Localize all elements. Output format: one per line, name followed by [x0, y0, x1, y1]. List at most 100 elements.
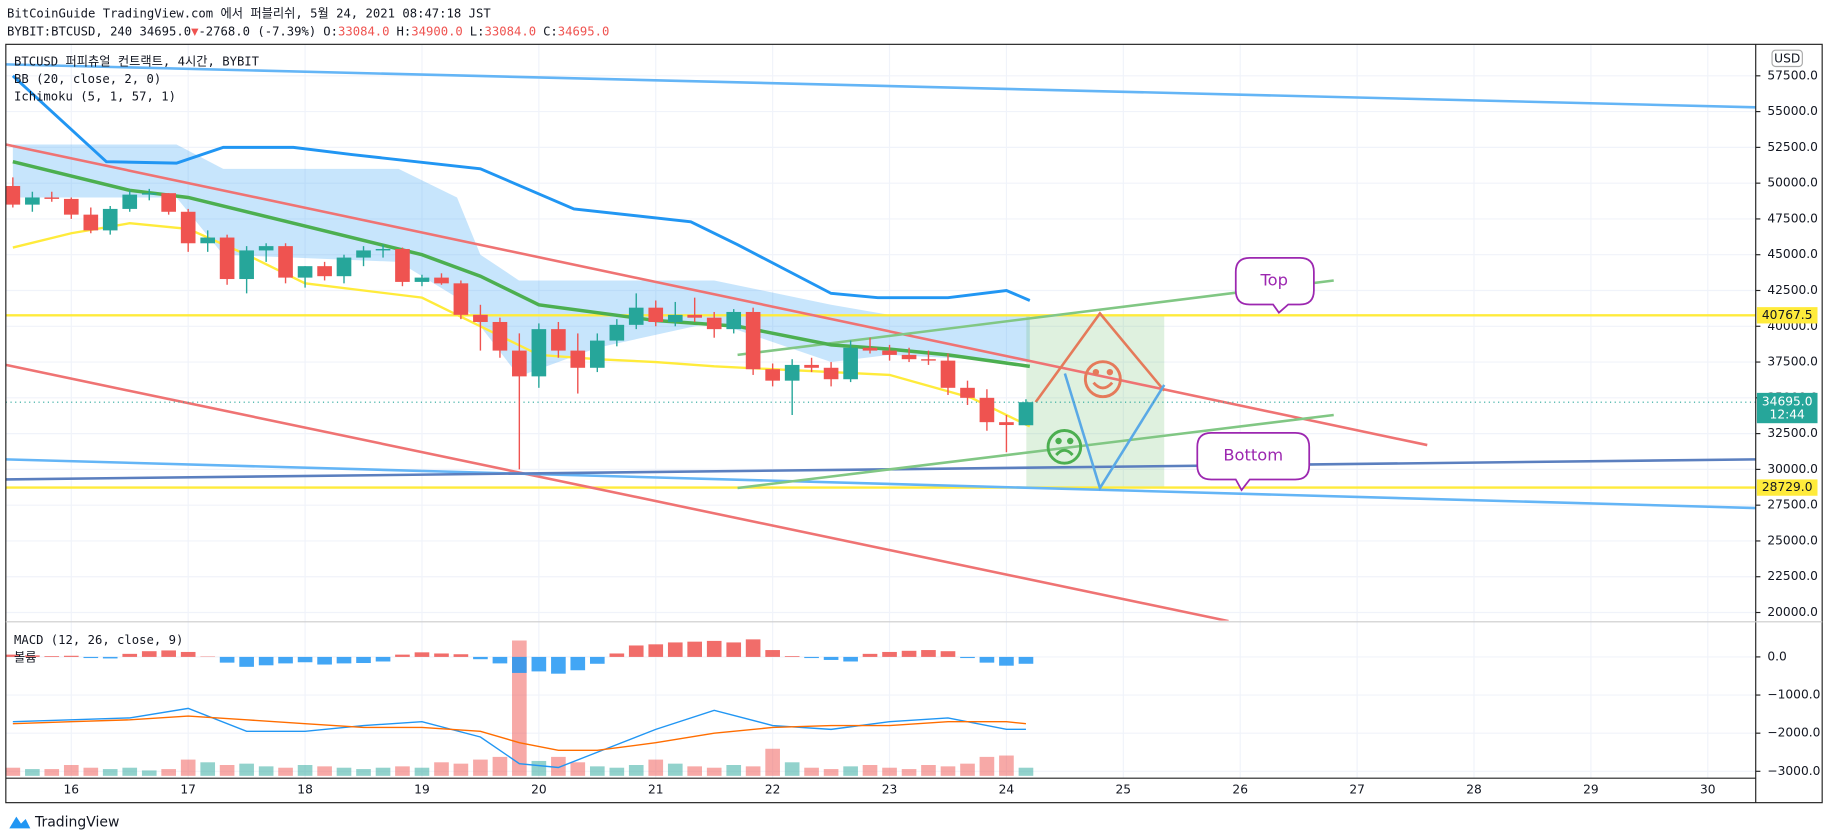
brand[interactable]: TradingView [34, 814, 119, 830]
callout-box [1196, 431, 1311, 492]
y-tick-label: 47500.0 [1767, 211, 1818, 225]
macd-histogram-bar [706, 640, 722, 657]
macd-histogram-bar [745, 639, 761, 657]
candle-body [882, 350, 897, 355]
y-tick-label: 20000.0 [1767, 605, 1818, 619]
candle-body [551, 329, 566, 351]
volume-bar [726, 765, 742, 776]
volume-bar [122, 767, 138, 776]
target-zone [1026, 314, 1165, 488]
x-tick-label: 20 [531, 782, 547, 796]
candle-body [122, 194, 138, 209]
macd-histogram-bar [901, 650, 917, 657]
volume-bar [609, 767, 625, 776]
happy-face [1083, 360, 1122, 399]
volume-bar [960, 763, 975, 776]
macd-histogram-bar [278, 656, 293, 664]
currency-box[interactable] [1771, 49, 1803, 68]
macd-histogram-bar [336, 656, 352, 664]
y-tick-label: 37500.0 [1767, 355, 1818, 369]
volume-bar [63, 765, 79, 776]
macd-histogram-bar [375, 656, 391, 662]
candle-body [161, 193, 176, 212]
volume-bar [434, 762, 449, 776]
candle-body [512, 350, 527, 377]
candle-body [745, 311, 761, 370]
change: -2768.0 (-7.39%) [198, 24, 316, 38]
macd-histogram-bar [609, 653, 625, 657]
o-label: O: [323, 24, 338, 38]
candle-body [44, 197, 60, 199]
candle-body [570, 350, 586, 368]
candle-body [434, 277, 449, 284]
volume-bar [317, 766, 332, 776]
candle-body [180, 211, 196, 244]
macd-histogram-bar [531, 656, 547, 672]
macd-histogram-bar [122, 653, 138, 657]
y-tick-label: 22500.0 [1767, 569, 1818, 583]
signal-line [12, 715, 1027, 752]
y-tick-label: 42500.0 [1767, 283, 1818, 297]
indicator-line [11, 74, 1031, 302]
macd-histogram-bar [667, 642, 683, 657]
volume-bar [921, 765, 936, 776]
y-tick-label: 25000.0 [1767, 533, 1818, 547]
candle-body [804, 364, 819, 368]
macd-histogram-bar [102, 656, 118, 659]
x-tick-label: 17 [180, 782, 196, 796]
volume-bar [687, 766, 703, 776]
currency[interactable]: USD [1774, 51, 1800, 65]
level-label-box [1756, 307, 1818, 324]
macd-histogram-bar [862, 653, 878, 657]
volume-bar [843, 766, 858, 776]
x-tick-label: 18 [297, 782, 313, 796]
volume-bar [648, 759, 664, 776]
volume-bar [395, 766, 410, 776]
macd-histogram-bar [180, 651, 196, 657]
candle-body [862, 347, 878, 351]
volume-bar [667, 763, 683, 776]
x-tick-label: 29 [1583, 782, 1599, 796]
macd-histogram-bar [999, 656, 1014, 666]
candle-body [375, 248, 391, 251]
l-label: L: [470, 24, 485, 38]
candle-body [453, 283, 469, 315]
candle-body [414, 277, 430, 282]
candle-body [921, 359, 936, 361]
volume-bar [765, 748, 780, 776]
candle-body [239, 250, 254, 280]
volume-bar [200, 762, 216, 776]
macd-histogram-bar [921, 650, 936, 657]
volume-bar [239, 763, 254, 776]
candle-body [336, 257, 352, 277]
candle-body [940, 360, 956, 388]
level-label: 40767.5 [1762, 308, 1813, 322]
macd-histogram-bar [473, 656, 488, 660]
volume-bar [375, 767, 391, 776]
macd-histogram-bar [960, 656, 975, 659]
h-label: H: [397, 24, 412, 38]
candle-body [63, 198, 79, 215]
low: 33084.0 [485, 24, 537, 38]
candle-body [687, 314, 703, 318]
volume-bar [862, 765, 878, 776]
macd-histogram-bar [239, 656, 254, 667]
x-tick-label: 24 [999, 782, 1015, 796]
macd-histogram-bar [784, 656, 800, 657]
macd-histogram-bar [765, 650, 780, 657]
candle-body [843, 347, 858, 380]
candle-body [317, 266, 332, 277]
close: 34695.0 [558, 24, 610, 38]
volume-bar [25, 769, 40, 776]
x-tick-label: 26 [1232, 782, 1248, 796]
macd-histogram-bar [628, 645, 644, 657]
volume-bar [551, 756, 566, 776]
volume-bar [219, 765, 235, 776]
candle-body [1018, 402, 1034, 426]
macd-histogram-bar [434, 653, 449, 657]
volume-bar [44, 769, 60, 776]
macd-histogram-bar [512, 656, 527, 673]
y-tick-label: −3000.0 [1767, 764, 1820, 778]
symbol-info: BYBIT:BTCUSD, 240 34695.0▼-2768.0 (-7.39… [7, 24, 609, 38]
macd-histogram-bar [551, 656, 566, 674]
